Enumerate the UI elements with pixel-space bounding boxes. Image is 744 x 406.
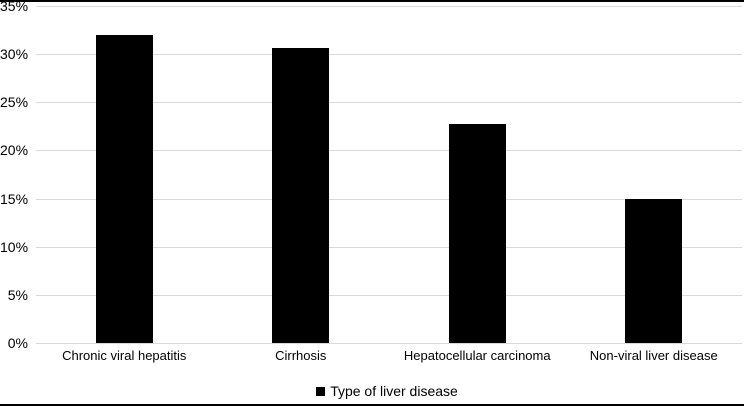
legend-label: Type of liver disease xyxy=(330,383,458,399)
y-tick-label: 35% xyxy=(0,0,29,14)
gridline xyxy=(36,294,742,296)
x-category-label: Non-viral liver disease xyxy=(589,348,718,363)
bar xyxy=(625,198,683,343)
plot-area xyxy=(36,6,742,344)
gridline xyxy=(36,343,742,344)
y-tick-label: 20% xyxy=(0,142,29,159)
gridline xyxy=(36,246,742,248)
gridline xyxy=(36,102,742,104)
gridline xyxy=(36,150,742,152)
bar xyxy=(95,34,153,343)
y-tick-label: 10% xyxy=(0,238,29,255)
gridline xyxy=(36,198,742,200)
x-category-label: Chronic viral hepatitis xyxy=(62,348,187,363)
bar xyxy=(272,48,330,343)
y-tick-label: 5% xyxy=(7,286,28,303)
gridline xyxy=(36,6,742,7)
legend: Type of liver disease xyxy=(30,383,744,399)
bar xyxy=(448,124,506,343)
gridline xyxy=(36,54,742,56)
y-tick-label: 0% xyxy=(7,335,28,351)
y-tick-label: 30% xyxy=(0,46,29,63)
y-tick-label: 15% xyxy=(0,190,29,207)
x-category-label: Cirrhosis xyxy=(275,348,327,363)
y-tick-label: 25% xyxy=(0,94,29,111)
x-category-label: Hepatocellular carcinoma xyxy=(403,348,551,363)
legend-swatch-icon xyxy=(316,386,326,396)
